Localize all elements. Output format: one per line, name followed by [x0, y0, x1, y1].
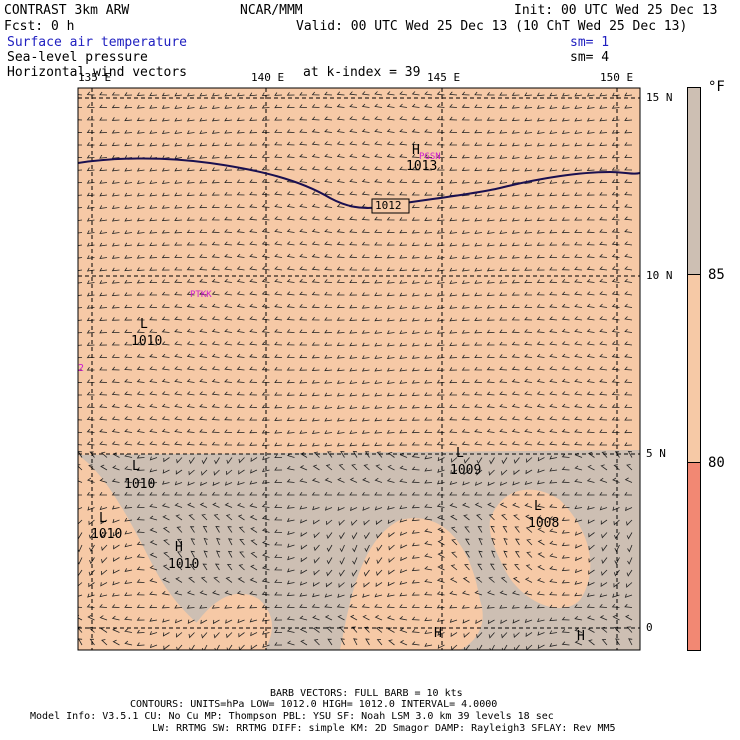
- warm-tongue-1: [78, 455, 230, 650]
- model-title: CONTRAST 3km ARW: [4, 3, 130, 18]
- footer-physics-info: LW: RRTMG SW: RRTMG DIFF: simple KM: 2D …: [152, 723, 616, 734]
- station-label: 2: [78, 363, 85, 374]
- low-center-value: 1008: [528, 516, 560, 531]
- lon-label-135: 135 E: [78, 71, 112, 84]
- lon-label-140: 140 E: [251, 71, 285, 84]
- low-center-letter: L: [132, 459, 140, 474]
- forecast-hour: Fcst: 0 h: [4, 19, 75, 34]
- lat-label-5n: 5 N: [646, 447, 666, 460]
- station-label: PTKK: [190, 290, 212, 300]
- field-wind: Horizontal wind vectors: [7, 65, 188, 80]
- high-center-letter: H: [577, 629, 585, 644]
- legend-unit: °F: [708, 79, 725, 95]
- field-temperature: Surface air temperature: [7, 35, 188, 50]
- lat-label-15n: 15 N: [646, 91, 673, 104]
- low-center-value: 1010: [91, 527, 123, 542]
- legend-swatch-hot: [687, 462, 701, 651]
- legend-swatch-warm: [687, 274, 701, 464]
- legend-swatch-cool: [687, 87, 701, 276]
- high-center-letter: H: [175, 540, 183, 555]
- field-pressure-smoothing: sm= 4: [570, 50, 610, 65]
- legend-label-80: 80: [708, 455, 725, 471]
- high-center-value: 1013: [406, 159, 438, 174]
- lon-label-145: 145 E: [427, 71, 461, 84]
- low-center-letter: L: [456, 446, 464, 461]
- k-index-label: at k-index = 39: [303, 65, 421, 80]
- lat-label-10n: 10 N: [646, 269, 673, 282]
- lon-label-150: 150 E: [600, 71, 634, 84]
- init-time: Init: 00 UTC Wed 25 Dec 13: [514, 3, 718, 18]
- valid-time: Valid: 00 UTC Wed 25 Dec 13 (10 ChT Wed …: [296, 19, 688, 34]
- isobar-label: 1012: [375, 199, 402, 212]
- terrain-region: [78, 450, 640, 650]
- low-center-letter: L: [140, 317, 148, 332]
- center-title: NCAR/MMM: [240, 3, 303, 18]
- footer-contour-info: CONTOURS: UNITS=hPa LOW= 1012.0 HIGH= 10…: [130, 699, 498, 710]
- station-label: PGSN: [419, 152, 441, 162]
- low-center-letter: L: [99, 511, 107, 526]
- field-pressure: Sea-level pressure: [7, 50, 148, 65]
- field-temperature-smoothing: sm= 1: [570, 35, 610, 50]
- high-center-letter: H: [412, 143, 420, 158]
- lat-label-0: 0: [646, 621, 653, 634]
- high-center-letter: H: [434, 626, 442, 641]
- high-center-value: 1010: [168, 557, 200, 572]
- low-center-value: 1009: [450, 463, 482, 478]
- footer-barb-info: BARB VECTORS: FULL BARB = 10 kts: [270, 688, 463, 699]
- low-center-value: 1010: [124, 477, 156, 492]
- low-center-letter: L: [534, 499, 542, 514]
- low-center-value: 1010: [131, 334, 163, 349]
- legend-label-85: 85: [708, 267, 725, 283]
- footer-model-info: Model Info: V3.5.1 CU: No Cu MP: Thompso…: [30, 711, 554, 722]
